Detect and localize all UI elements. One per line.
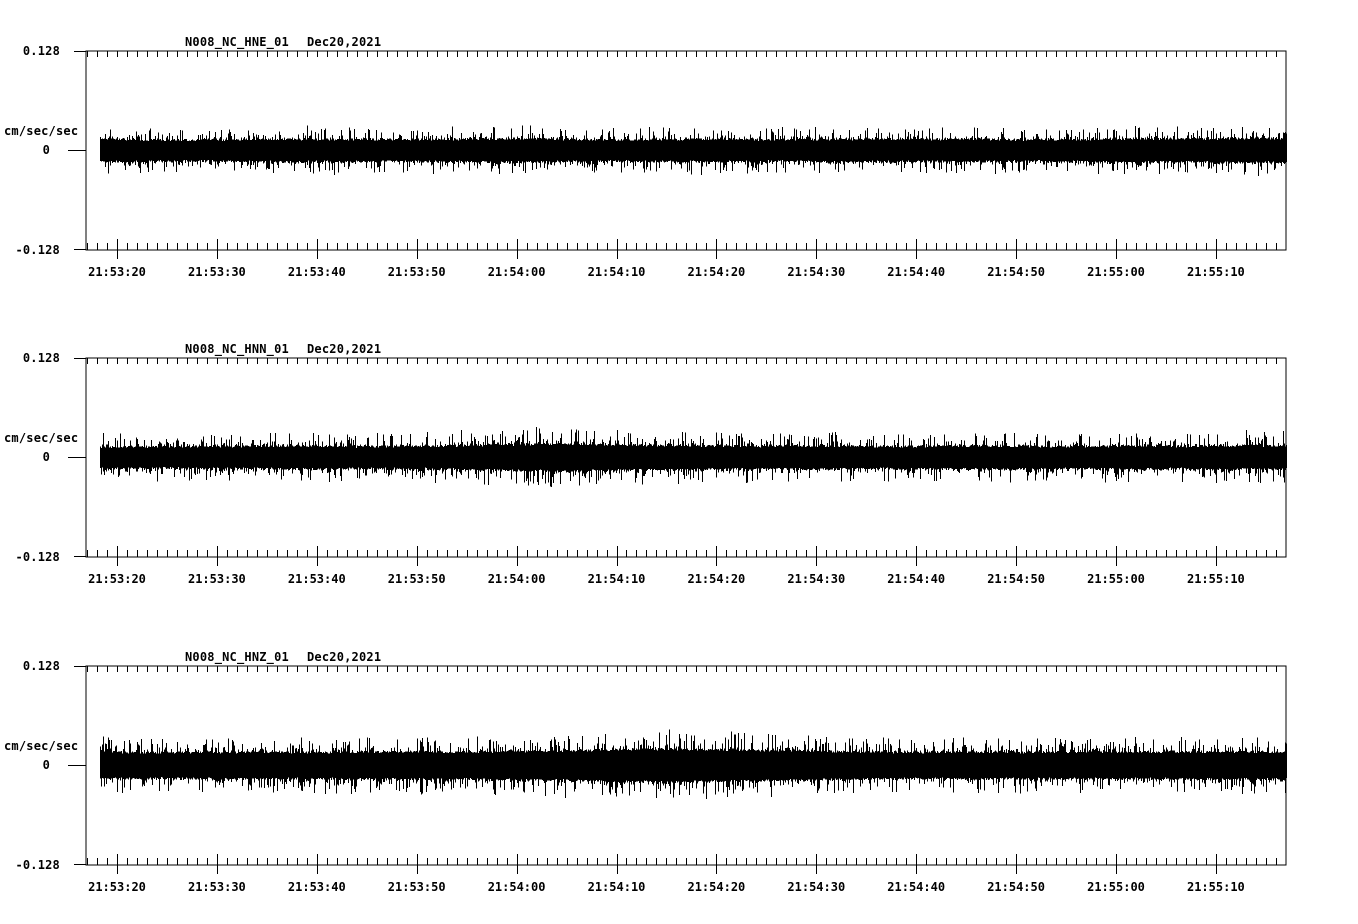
panel-title: N008_NC_HNN_01 — [185, 342, 289, 356]
y-axis-ticks — [68, 666, 86, 865]
x-tick-label: 21:53:50 — [387, 880, 446, 894]
x-tick-label: 21:53:50 — [387, 572, 446, 586]
x-tick-label: 21:55:10 — [1186, 880, 1245, 894]
x-tick-label: 21:55:10 — [1186, 265, 1245, 279]
x-tick-label: 21:54:00 — [487, 880, 546, 894]
x-tick-label: 21:54:30 — [787, 265, 846, 279]
x-tick-label: 21:54:40 — [887, 572, 946, 586]
panel-hnn: N008_NC_HNN_01 Dec20,2021 0.128 cm/sec/s… — [0, 307, 1358, 615]
x-tick-label: 21:53:20 — [88, 265, 146, 279]
major-ticks — [117, 854, 1217, 874]
x-tick-label: 21:55:10 — [1186, 572, 1245, 586]
y-tick-label-bottom: -0.128 — [15, 550, 60, 564]
panel-date: Dec20,2021 — [307, 35, 382, 49]
y-axis-unit-label: cm/sec/sec — [4, 124, 79, 138]
panel-date: Dec20,2021 — [307, 342, 382, 356]
x-tick-label: 21:53:30 — [187, 265, 246, 279]
minor-ticks — [87, 51, 1277, 250]
y-tick-label-zero: 0 — [42, 758, 50, 772]
x-tick-label: 21:55:00 — [1087, 880, 1145, 894]
panel-hne: N008_NC_HNE_01 Dec20,2021 0.128 cm/sec/s… — [0, 0, 1358, 308]
x-tick-label: 21:53:40 — [287, 880, 346, 894]
x-tick-label: 21:53:30 — [187, 880, 246, 894]
waveform-trace — [99, 729, 1288, 799]
x-tick-label: 21:53:40 — [287, 265, 346, 279]
x-tick-label: 21:53:40 — [287, 572, 346, 586]
y-tick-label-zero: 0 — [42, 143, 50, 157]
waveform-trace — [99, 125, 1288, 177]
y-tick-label-top: 0.128 — [22, 659, 60, 673]
x-tick-label: 21:53:20 — [88, 572, 146, 586]
major-ticks — [117, 239, 1217, 259]
minor-ticks — [87, 666, 1277, 865]
x-tick-label: 21:54:20 — [687, 265, 746, 279]
y-tick-label-bottom: -0.128 — [15, 858, 60, 872]
x-tick-label: 21:54:00 — [487, 572, 546, 586]
x-tick-label: 21:54:30 — [787, 880, 846, 894]
x-tick-label: 21:53:30 — [187, 572, 246, 586]
x-tick-label: 21:54:20 — [687, 572, 746, 586]
x-tick-label: 21:54:00 — [487, 265, 546, 279]
x-tick-label: 21:54:30 — [787, 572, 846, 586]
waveform-trace — [99, 427, 1288, 488]
plot-area-svg — [68, 357, 1288, 566]
x-tick-label: 21:54:50 — [987, 572, 1045, 586]
x-tick-label: 21:54:20 — [687, 880, 746, 894]
x-tick-label: 21:53:50 — [387, 265, 446, 279]
y-tick-label-zero: 0 — [42, 450, 50, 464]
minor-ticks — [87, 358, 1277, 557]
y-axis-ticks — [68, 51, 86, 250]
x-tick-label: 21:53:20 — [88, 880, 146, 894]
panel-hnz: N008_NC_HNZ_01 Dec20,2021 0.128 cm/sec/s… — [0, 615, 1358, 923]
y-axis-unit-label: cm/sec/sec — [4, 739, 79, 753]
x-tick-label: 21:54:10 — [587, 572, 646, 586]
panel-date: Dec20,2021 — [307, 650, 382, 664]
panel-title: N008_NC_HNE_01 — [185, 35, 289, 49]
x-tick-label: 21:54:50 — [987, 265, 1045, 279]
major-ticks — [117, 546, 1217, 566]
x-tick-label: 21:54:10 — [587, 265, 646, 279]
y-axis-ticks — [68, 358, 86, 557]
y-axis-unit-label: cm/sec/sec — [4, 431, 79, 445]
x-tick-label: 21:54:40 — [887, 880, 946, 894]
plot-area-svg — [68, 665, 1288, 874]
panel-title: N008_NC_HNZ_01 — [185, 650, 289, 664]
x-tick-label: 21:54:10 — [587, 880, 646, 894]
y-tick-label-bottom: -0.128 — [15, 243, 60, 257]
x-tick-label: 21:55:00 — [1087, 265, 1145, 279]
x-tick-label: 21:54:40 — [887, 265, 946, 279]
x-tick-label: 21:55:00 — [1087, 572, 1145, 586]
x-tick-label: 21:54:50 — [987, 880, 1045, 894]
y-tick-label-top: 0.128 — [22, 351, 60, 365]
plot-area-svg — [68, 50, 1288, 259]
y-tick-label-top: 0.128 — [22, 44, 60, 58]
